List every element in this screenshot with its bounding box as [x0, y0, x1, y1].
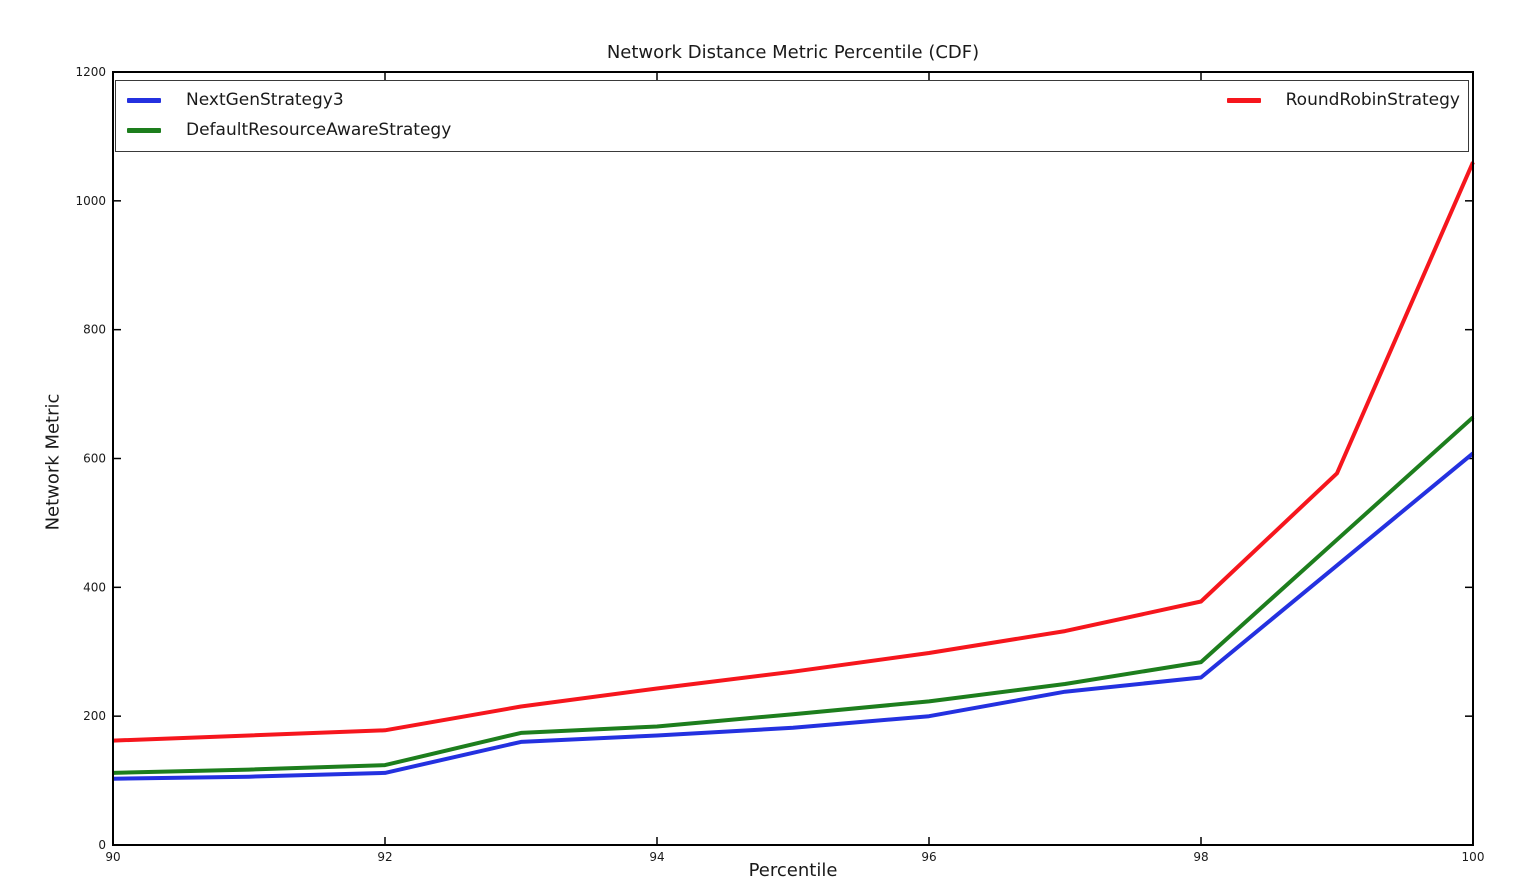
x-tick-label: 94	[649, 850, 664, 864]
plot-frame	[112, 71, 1474, 846]
legend-entry-roundrobinstrategy: RoundRobinStrategy	[1226, 85, 1460, 115]
x-tick-label: 92	[377, 850, 392, 864]
x-axis-label: Percentile	[748, 860, 838, 881]
legend-entry-nextgenstrategy3: NextGenStrategy3	[127, 85, 344, 115]
series-line-nextgenstrategy3	[112, 451, 1475, 781]
y-axis-label: Network Metric	[42, 393, 64, 531]
y-tick-label: 1000	[75, 194, 106, 208]
series-line-defaultresourceawarestrategy	[112, 415, 1475, 775]
y-tick-label: 600	[83, 452, 106, 466]
x-tick-label: 100	[1462, 850, 1485, 864]
legend-swatch-red-line	[1226, 97, 1261, 103]
legend-entry-defaultresourceawarestrategy: DefaultResourceAwareStrategy	[127, 115, 451, 145]
legend-label: RoundRobinStrategy	[1285, 90, 1460, 110]
series-line-roundrobinstrategy	[112, 161, 1475, 743]
y-tick-label: 400	[83, 580, 106, 594]
legend-label: NextGenStrategy3	[186, 90, 344, 110]
chart-title: Network Distance Metric Percentile (CDF)	[606, 42, 980, 63]
y-tick-label: 200	[83, 709, 106, 723]
x-tick-label: 96	[921, 850, 936, 864]
legend-swatch-green-line	[127, 127, 161, 133]
legend: NextGenStrategy3 DefaultResourceAwareStr…	[115, 80, 1469, 152]
y-tick-label: 0	[98, 838, 106, 852]
x-tick-label: 98	[1193, 850, 1208, 864]
legend-label: DefaultResourceAwareStrategy	[186, 120, 452, 140]
legend-swatch-blue-line	[127, 97, 161, 103]
y-tick-label: 800	[83, 323, 106, 337]
x-tick-label: 90	[105, 850, 120, 864]
y-tick-label: 1200	[75, 65, 106, 79]
